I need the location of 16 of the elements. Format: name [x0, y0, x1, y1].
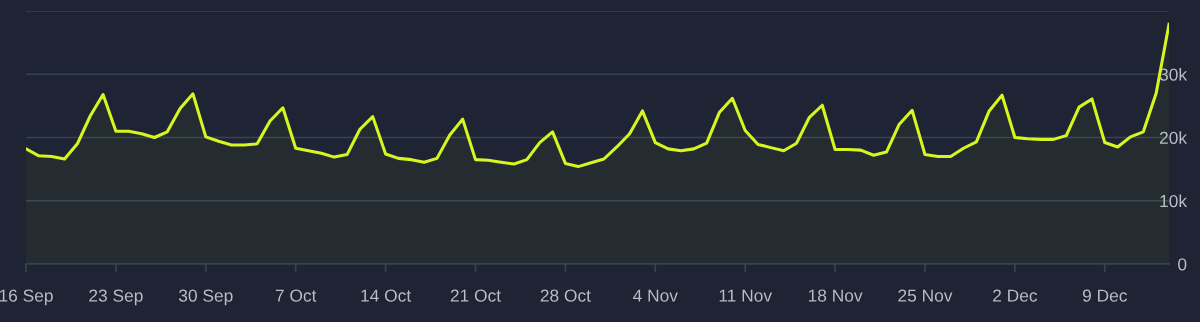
x-tick-label: 23 Sep: [89, 289, 143, 306]
x-tick-label: 16 Sep: [0, 289, 53, 306]
x-tick-label: 14 Oct: [361, 289, 412, 302]
x-tick-label: 25 Nov: [898, 289, 953, 302]
y-tick-label: 0: [1178, 258, 1187, 271]
x-tick-label: 2 Dec: [993, 289, 1038, 302]
y-tick-label: 10k: [1160, 194, 1188, 208]
x-tick-label: 30 Sep: [178, 289, 233, 306]
x-tick-label: 11 Nov: [719, 289, 772, 302]
x-tick-label: 28 Oct: [540, 289, 591, 302]
x-tick-label: 4 Nov: [633, 289, 678, 302]
x-tick-label: 7 Oct: [275, 289, 317, 302]
x-tick-label: 9 Dec: [1082, 289, 1128, 302]
x-tick-label: 21 Oct: [450, 289, 501, 302]
x-tick-label: 18 Nov: [808, 289, 863, 302]
y-tick-label: 20k: [1159, 131, 1188, 144]
